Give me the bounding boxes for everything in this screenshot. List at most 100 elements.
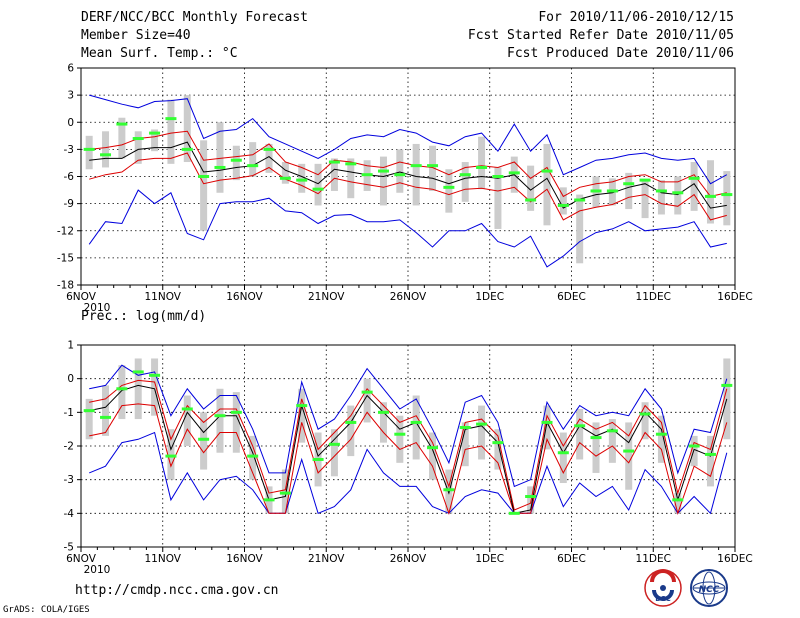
spread-box [396,415,404,463]
observation-marker [116,122,128,126]
observation-marker [704,452,716,456]
spread-box [429,432,437,480]
ncc-logo: NCC [690,569,728,607]
y-tick-label: -6 [64,171,75,183]
x-tick-label: 16DEC [717,553,752,565]
observation-marker [165,454,177,458]
series-line-ensemble-min [89,431,728,515]
observation-marker [639,412,651,416]
x-year-label: 2010 [84,564,111,576]
x-tick-label: 16DEC [717,291,752,303]
spread-box [183,95,191,163]
observation-marker [328,160,340,164]
spread-box [85,398,93,440]
observation-marker [459,173,471,177]
observation-marker [198,175,210,178]
observation-marker [361,390,373,394]
y-tick-label: 3 [67,90,74,102]
spread-box [102,131,110,168]
y-tick-label: -18 [57,280,74,292]
spread-box [527,486,535,514]
variable-label: Mean Surf. Temp.: °C [81,46,238,61]
observation-marker [83,147,95,151]
observation-marker [214,414,226,418]
spread-box [625,172,633,210]
spread-box [543,405,551,450]
spread-box [527,165,535,211]
observation-marker [328,442,340,446]
observation-marker [672,498,684,502]
spread-box [118,365,126,420]
source-url[interactable]: http://cmdp.ncc.cma.gov.cn [75,583,279,598]
observation-marker [655,432,667,436]
observation-marker [525,198,537,202]
bcc-logo: BCC [644,569,682,607]
observation-marker [557,451,569,455]
observation-marker [623,182,635,186]
fcst-produced-date: Fcst Produced Date 2010/11/06 [507,46,734,61]
precip-label: Prec.: log(mm/d) [81,309,207,324]
observation-marker [721,383,733,387]
y-tick-label: -5 [64,542,74,554]
observation-marker [100,415,112,419]
observation-marker [116,387,128,391]
x-tick-label: 16NOV [226,291,263,303]
spread-box [592,422,600,473]
y-tick-label: 1 [67,340,74,352]
ncc-logo-text: NCC [699,585,720,595]
spread-box [461,162,469,202]
observation-marker [443,185,455,189]
spread-box [641,402,649,440]
x-tick-label: 6NOV [66,291,97,303]
observation-marker [574,424,586,428]
y-tick-label: -3 [64,144,74,156]
y-tick-label: 6 [67,63,74,75]
observation-marker [672,191,684,195]
spread-box [494,167,502,229]
temperature-panel: -18 -15 -12 -9 -6 -3 0 3 6 6NOV 11NOV 16NOV 21NOV 26N… [57,63,753,315]
x-tick-label: 16NOV [226,553,263,565]
observation-marker [230,158,242,162]
y-tick-label: -12 [57,225,74,237]
spread-box [478,405,486,460]
observation-marker [263,498,275,502]
observation-marker [623,449,635,453]
forecast-period: For 2010/11/06-2010/12/15 [538,10,734,25]
spread-box [134,131,142,164]
spread-box [445,169,453,213]
x-tick-label: 1DEC [475,291,504,303]
spread-box [200,140,208,231]
spread-box [347,405,355,457]
x-year-label: 2010 [84,302,111,314]
series-line-ensemble-max [89,364,728,488]
series-line-spread-upper [89,379,728,511]
observation-marker [508,511,520,515]
spread-box [706,435,714,487]
spread-box [674,176,682,215]
spread-box [232,392,240,453]
spread-box [249,435,257,480]
observation-marker [377,410,389,414]
spread-box [723,358,731,440]
observation-marker [312,457,324,461]
observation-marker [410,164,422,168]
observation-marker [312,187,324,191]
observation-marker [198,437,210,441]
spread-box [396,149,404,193]
observation-marker [574,198,586,202]
x-tick-label: 11NOV [145,291,182,303]
observation-marker [541,169,553,173]
observation-marker [149,373,161,377]
series-line-ensemble-mean [89,384,728,514]
observation-marker [214,165,226,169]
observation-marker [427,164,439,168]
observation-marker [655,189,667,193]
spread-box [200,412,208,470]
spread-box [379,402,387,443]
observation-marker [181,407,193,411]
x-tick-label: 6DEC [557,291,586,303]
observation-marker [410,420,422,424]
y-tick-label: -2 [64,441,74,453]
spread-box [85,135,93,170]
observation-marker [230,410,242,414]
